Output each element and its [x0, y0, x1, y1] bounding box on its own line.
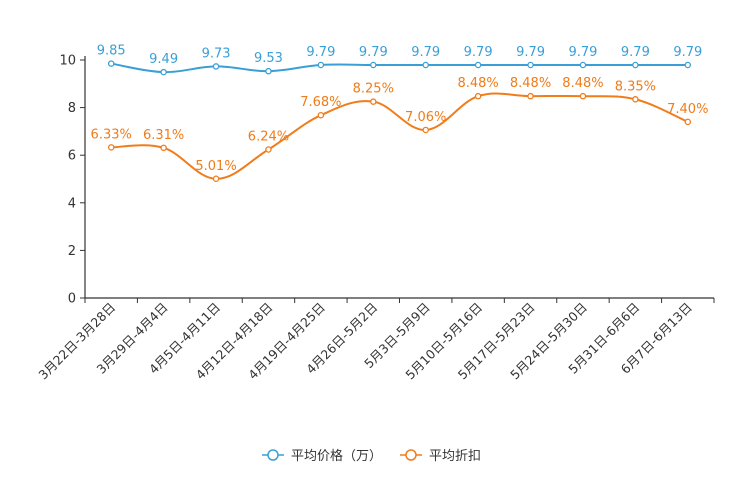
- series-1-data-label: 9.79: [306, 45, 335, 60]
- series-2-point: [107, 144, 115, 151]
- legend[interactable]: 平均价格（万） 平均折扣: [262, 448, 481, 464]
- legend-label: 平均折扣: [429, 449, 481, 464]
- series-1-point: [107, 60, 115, 67]
- y-tick-label: 6: [68, 149, 76, 164]
- y-axis: 0 2 4 6 8 10: [59, 54, 86, 307]
- legend-item-1[interactable]: 平均价格（万）: [262, 448, 382, 464]
- series-2-data-label: 5.01%: [195, 159, 236, 174]
- series-1-data-label: 9.79: [516, 45, 545, 60]
- series-2-point: [265, 146, 272, 153]
- series-1-point: [474, 61, 482, 69]
- series-1-data-label: 9.49: [149, 52, 178, 67]
- series-2-data-label: 8.48%: [562, 76, 603, 91]
- legend-marker-icon: [267, 449, 279, 461]
- series-1-data-label: 9.79: [464, 45, 493, 60]
- series-2-data-label: 7.40%: [667, 102, 708, 117]
- y-tick-label: 0: [68, 292, 76, 307]
- series-2-point: [160, 144, 167, 152]
- series-2-point: [684, 118, 692, 126]
- series-1-point: [212, 63, 220, 70]
- legend-marker-icon: [405, 449, 417, 461]
- series-1-point: [265, 67, 272, 75]
- series-2-data-label: 8.48%: [457, 76, 498, 91]
- series-2-point: [474, 92, 482, 100]
- series-1-point: [422, 61, 429, 69]
- series-2-point: [579, 92, 587, 100]
- series-2-point: [370, 98, 377, 105]
- series-1-data-label: 9.85: [97, 44, 126, 59]
- legend-label: 平均价格（万）: [291, 448, 382, 464]
- series-2-data-label: 7.06%: [405, 110, 446, 125]
- series-1-data-label: 9.79: [411, 45, 440, 60]
- series-layer: [107, 60, 692, 183]
- series-1-data-label: 9.79: [568, 45, 597, 60]
- legend-item-2[interactable]: 平均折扣: [400, 449, 481, 464]
- series-1-data-label: 9.73: [202, 46, 231, 61]
- series-line-1: [111, 62, 688, 74]
- series-1-data-label: 9.79: [621, 45, 650, 60]
- series-2-point: [212, 175, 220, 183]
- series-1-point: [632, 61, 639, 69]
- series-2-data-label: 8.25%: [353, 82, 394, 97]
- series-1-point: [317, 61, 325, 69]
- data-labels-layer: 9.85 9.49 9.73 9.53 9.79 9.79 9.79 9.79 9.79 9.79…: [91, 44, 709, 174]
- series-2-point: [527, 92, 534, 100]
- y-tick-label: 10: [59, 54, 76, 69]
- series-1-data-label: 9.79: [359, 45, 388, 60]
- series-1-point: [527, 61, 534, 69]
- series-1-point: [579, 61, 587, 69]
- series-2-data-label: 7.68%: [300, 95, 341, 110]
- series-1-data-label: 9.53: [254, 51, 283, 66]
- series-2-data-label: 8.35%: [615, 79, 656, 94]
- series-2-point: [317, 111, 325, 119]
- series-2-data-label: 6.24%: [248, 129, 289, 144]
- series-1-point: [160, 68, 167, 76]
- series-2-point: [632, 96, 639, 103]
- y-tick-label: 2: [68, 244, 76, 259]
- series-1-point: [370, 61, 377, 69]
- series-1-point: [684, 61, 692, 69]
- series-1-data-label: 9.79: [673, 45, 702, 60]
- series-2-data-label: 6.33%: [91, 127, 132, 142]
- y-tick-label: 4: [68, 196, 76, 211]
- y-tick-label: 8: [68, 101, 76, 116]
- series-2-point: [422, 126, 429, 134]
- series-2-data-label: 6.31%: [143, 128, 184, 143]
- x-axis: 3月22日-3月28日3月29日-4月4日4月5日-4月11日4月12日-4月1…: [35, 297, 715, 382]
- series-2-data-label: 8.48%: [510, 76, 551, 91]
